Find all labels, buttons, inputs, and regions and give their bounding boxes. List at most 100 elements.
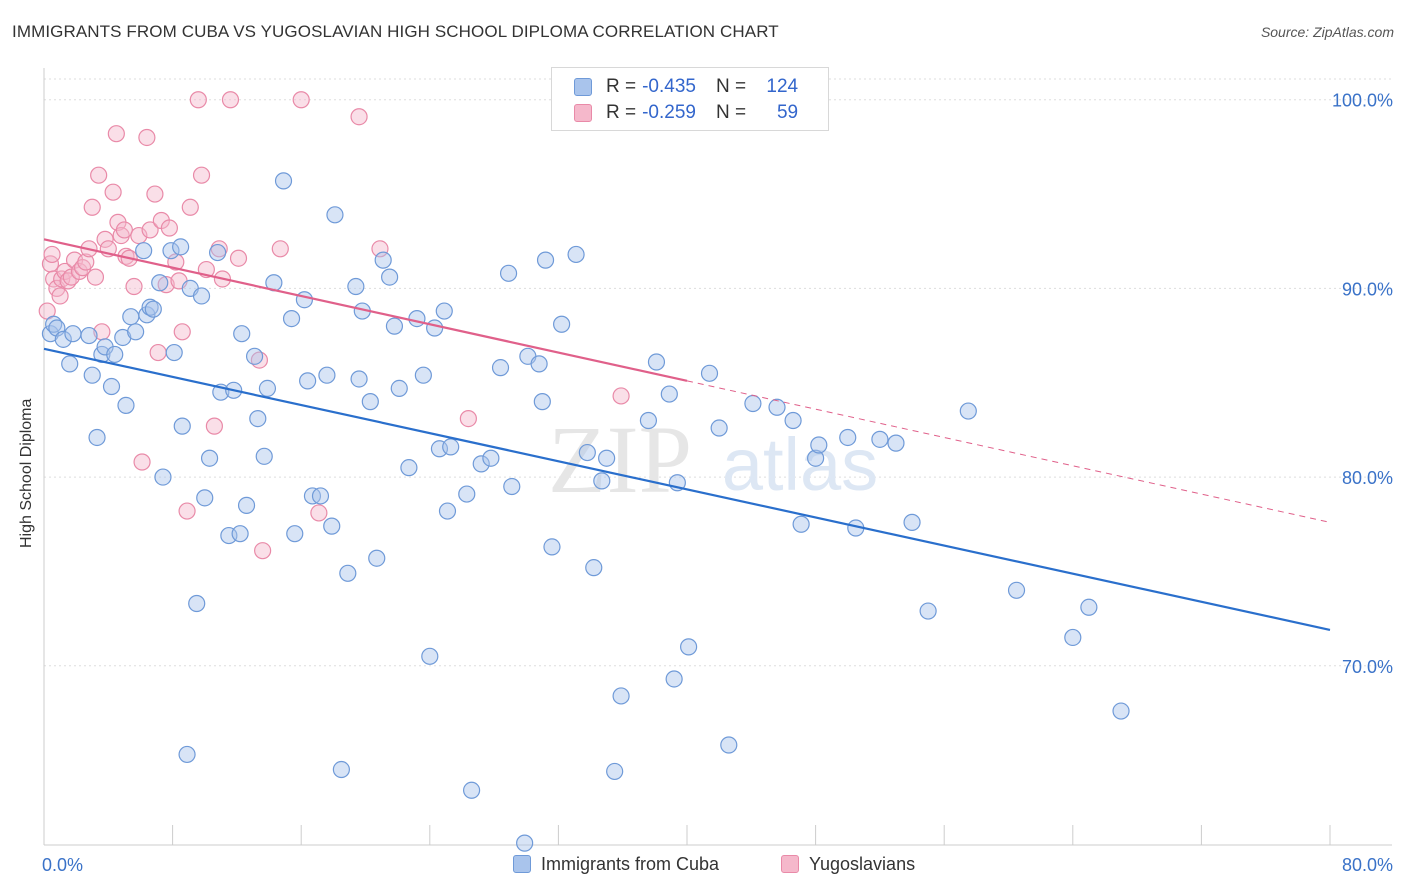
- cuba-point: [127, 323, 145, 341]
- legend-row-cuba: R = -0.435 N = 124: [574, 75, 798, 99]
- cuba-point: [516, 834, 534, 852]
- cuba-point: [54, 330, 72, 348]
- cuba-point: [233, 325, 251, 343]
- axes: [43, 68, 1392, 846]
- cuba-point: [258, 379, 277, 398]
- cuba-point: [553, 315, 571, 333]
- yugoslavians-point: [149, 343, 167, 362]
- cuba-point: [282, 309, 301, 328]
- cuba-point: [172, 238, 190, 256]
- cuba-point: [768, 398, 786, 416]
- legend-n-value: 124: [766, 76, 799, 97]
- legend-row-yugoslavians: R = -0.259 N = 59: [574, 101, 798, 125]
- cuba-point: [744, 394, 762, 413]
- cuba-point: [462, 781, 481, 799]
- cuba-point: [400, 459, 418, 477]
- legend-n-label: N =: [715, 102, 747, 123]
- y-tick-label: 100.0%: [1332, 91, 1393, 111]
- cuba-point: [530, 355, 548, 373]
- cuba-point: [162, 242, 180, 260]
- yugoslavians-point: [141, 221, 159, 239]
- yugoslavians-point: [459, 409, 477, 428]
- cuba-point: [64, 325, 82, 343]
- bottom-legend-label-yugoslavians: Yugoslavians: [809, 853, 916, 874]
- cuba-point: [245, 347, 264, 365]
- cuba-point: [499, 264, 518, 282]
- cuba-point: [784, 411, 802, 430]
- cuba-point: [593, 472, 611, 490]
- cuba-point: [299, 372, 317, 390]
- yugoslavians-point: [104, 183, 122, 201]
- cuba-point: [361, 393, 379, 411]
- x-tick-label: 0.0%: [42, 855, 83, 875]
- cuba-point: [472, 455, 490, 473]
- yugoslavians-point: [83, 198, 101, 216]
- cuba-point: [1112, 702, 1130, 720]
- cuba-point: [326, 206, 344, 224]
- cuba-point: [196, 489, 214, 507]
- cuba-point: [482, 449, 500, 467]
- yugoslavians-point: [229, 249, 248, 267]
- yugoslavians-point: [371, 240, 389, 258]
- cuba-point: [286, 525, 304, 543]
- yugoslavians-point: [221, 91, 240, 109]
- watermark-zip: ZIP: [548, 406, 692, 513]
- cuba-point: [154, 468, 172, 486]
- cuba-point: [442, 438, 460, 456]
- bottom-legend-swatch-yugoslavians: [781, 855, 799, 873]
- cuba-point: [606, 762, 624, 781]
- yugoslavians-point: [90, 166, 108, 184]
- cuba-point: [318, 366, 336, 384]
- cuba-point: [871, 430, 889, 448]
- cuba-point: [117, 396, 135, 414]
- yugoslavians-point: [107, 125, 125, 143]
- cuba-point: [887, 434, 905, 452]
- y-tick-label: 70.0%: [1342, 657, 1393, 677]
- cuba-point: [350, 370, 368, 388]
- cuba-point: [381, 268, 399, 286]
- yugoslavians-point: [160, 219, 178, 237]
- cuba-point: [83, 366, 101, 384]
- legend-r-label: R =: [606, 102, 637, 123]
- cuba-point: [639, 411, 658, 430]
- cuba-point: [274, 172, 293, 190]
- y-tick-label: 80.0%: [1342, 468, 1393, 488]
- cuba-point: [1064, 628, 1082, 647]
- cuba-point: [61, 355, 79, 373]
- cuba-point: [647, 353, 666, 371]
- cuba-point: [200, 449, 219, 467]
- cuba-point: [585, 559, 603, 577]
- cuba-point: [438, 502, 457, 520]
- cuba-point: [165, 343, 183, 362]
- cuba-point: [339, 564, 357, 582]
- y-axis-label: High School Diploma: [18, 398, 35, 548]
- cuba-point: [102, 377, 121, 396]
- cuba-points: [41, 172, 1130, 852]
- cuba-point: [533, 393, 551, 411]
- yugoslavians-point: [43, 245, 61, 264]
- cuba-point: [231, 525, 249, 543]
- cuba-point: [106, 345, 124, 364]
- cuba-point: [295, 291, 314, 309]
- legend-swatch-cuba: [574, 78, 592, 96]
- yugoslavians-trend-line: [43, 238, 688, 382]
- legend-r-label: R =: [606, 76, 637, 97]
- trend-lines: [43, 238, 1331, 631]
- yugoslavians-point: [271, 240, 289, 258]
- cuba-point: [80, 326, 98, 345]
- cuba-point: [151, 274, 169, 292]
- yugoslavians-point: [350, 108, 368, 126]
- cuba-point: [178, 745, 196, 764]
- chart-title: IMMIGRANTS FROM CUBA VS YUGOSLAVIAN HIGH…: [12, 22, 779, 41]
- cuba-point: [720, 736, 738, 754]
- cuba-point: [491, 359, 510, 377]
- cuba-point: [810, 436, 828, 454]
- yugoslavians-point: [138, 128, 156, 147]
- cuba-point: [435, 302, 453, 320]
- cuba-point: [249, 409, 267, 428]
- bottom-legend-yugoslavians: Yugoslavians: [781, 852, 915, 876]
- bottom-legend-cuba: Immigrants from Cuba: [513, 852, 719, 876]
- cuba-point: [347, 277, 365, 296]
- yugoslavians-point: [77, 253, 95, 271]
- cuba-point: [578, 443, 596, 462]
